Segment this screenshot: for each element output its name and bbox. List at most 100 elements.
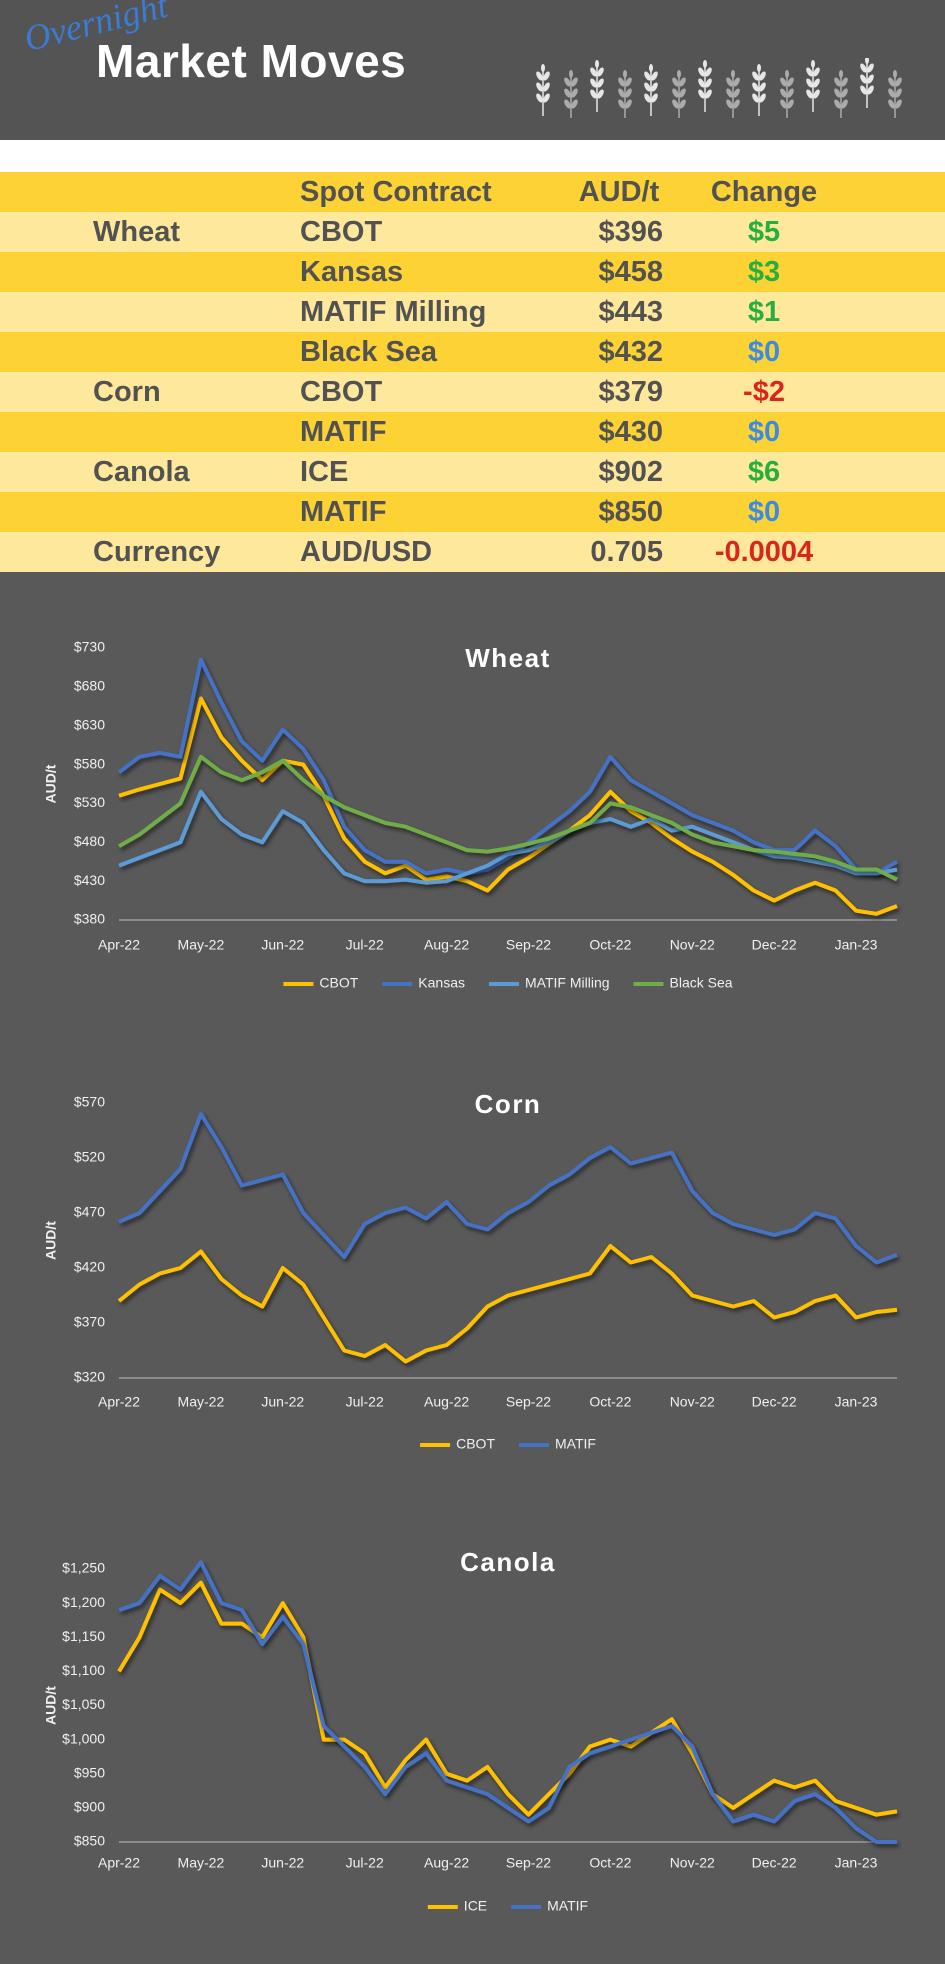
x-tick-label: Nov-22 xyxy=(670,1394,715,1410)
contract: CBOT xyxy=(300,376,383,408)
y-tick-label: $1,100 xyxy=(62,1662,105,1678)
y-tick-label: $430 xyxy=(74,872,105,888)
x-tick-label: Jan-23 xyxy=(835,937,878,953)
y-tick-label: $320 xyxy=(74,1369,105,1385)
x-tick-label: Jul-22 xyxy=(346,937,384,953)
price-table: Spot Contract AUD/t Change Wheat CBOT $396 $5 K… xyxy=(0,172,945,572)
change: $0 xyxy=(747,496,781,528)
table-row: Corn CBOT $379 -$2 xyxy=(0,372,945,412)
table-row: MATIF Milling $443 $1 xyxy=(0,292,945,332)
price: $443 xyxy=(598,296,663,328)
x-tick-label: Apr-22 xyxy=(98,1855,140,1871)
contract: CBOT xyxy=(300,216,383,248)
table-row: Canola ICE $902 $6 xyxy=(0,452,945,492)
legend: CBOT MATIF xyxy=(420,1436,596,1452)
x-tick-label: Oct-22 xyxy=(589,1855,631,1871)
x-tick-label: Jan-23 xyxy=(835,1855,878,1871)
series-line xyxy=(118,696,898,916)
y-tick-label: $1,200 xyxy=(62,1594,105,1610)
legend-label: CBOT xyxy=(456,1436,495,1452)
x-tick-label: May-22 xyxy=(178,1394,225,1410)
y-tick-label: $520 xyxy=(74,1149,105,1165)
y-tick-label: $480 xyxy=(74,833,105,849)
x-tick-label: May-22 xyxy=(178,1855,225,1871)
price: $850 xyxy=(598,496,663,528)
x-tick-label: Apr-22 xyxy=(98,937,140,953)
x-tick-label: Nov-22 xyxy=(670,937,715,953)
x-tick-label: Aug-22 xyxy=(424,1394,469,1410)
y-tick-label: $630 xyxy=(74,716,105,732)
y-tick-label: $370 xyxy=(74,1314,105,1330)
price: $379 xyxy=(598,376,663,408)
contract: MATIF xyxy=(300,416,387,448)
legend-label: MATIF Milling xyxy=(525,975,610,991)
chart-title: Canola xyxy=(460,1547,556,1577)
legend-label: ICE xyxy=(464,1898,487,1914)
x-tick-label: Dec-22 xyxy=(752,937,797,953)
price: $396 xyxy=(598,216,663,248)
series-line xyxy=(117,657,898,876)
x-tick-label: Sep-22 xyxy=(506,1394,551,1410)
contract: MATIF xyxy=(300,496,387,528)
y-axis-title: AUD/t xyxy=(43,764,59,803)
y-tick-label: $730 xyxy=(74,639,105,655)
commodity: Canola xyxy=(93,456,190,488)
x-tick-label: Dec-22 xyxy=(752,1855,797,1871)
y-tick-label: $1,150 xyxy=(62,1628,105,1644)
series-line xyxy=(118,789,898,885)
series-line xyxy=(117,1244,898,1364)
x-tick-label: Jun-22 xyxy=(261,937,304,953)
x-tick-label: Jun-22 xyxy=(261,1394,304,1410)
x-tick-label: Jul-22 xyxy=(346,1855,384,1871)
column-header: Spot Contract xyxy=(300,176,492,208)
series-line xyxy=(118,1560,897,1844)
commodity: Currency xyxy=(93,536,221,568)
price: $458 xyxy=(598,256,663,288)
y-tick-label: $580 xyxy=(74,755,105,771)
y-axis-title: AUD/t xyxy=(43,1221,59,1260)
legend: CBOT Kansas MATIF Milling Black Sea xyxy=(283,975,733,991)
series-line xyxy=(118,754,898,882)
page-title: Market Moves xyxy=(96,35,407,87)
contract: ICE xyxy=(300,456,349,488)
change: $3 xyxy=(747,256,781,288)
y-tick-label: $1,000 xyxy=(62,1730,105,1746)
legend-label: Kansas xyxy=(418,975,465,991)
charts: Wheat AUD/t $380 $430 $480 $530 $580 $630 $680 $7… xyxy=(43,639,898,1914)
column-header: Change xyxy=(710,176,818,208)
x-tick-label: May-22 xyxy=(178,937,225,953)
series-line xyxy=(117,1580,898,1817)
contract: MATIF Milling xyxy=(300,296,487,328)
x-tick-label: Sep-22 xyxy=(506,937,551,953)
chart-title: Wheat xyxy=(465,643,551,673)
table-row: Currency AUD/USD 0.705 -0.0004 xyxy=(0,532,945,572)
x-tick-label: Sep-22 xyxy=(506,1855,551,1871)
x-tick-label: Jun-22 xyxy=(261,1855,304,1871)
change: $0 xyxy=(747,336,781,368)
change: $5 xyxy=(747,216,781,248)
header: Overnight Market Moves xyxy=(0,0,945,140)
column-header: AUD/t xyxy=(578,176,660,208)
y-tick-label: $850 xyxy=(74,1833,105,1849)
contract: Black Sea xyxy=(300,336,438,368)
y-tick-label: $680 xyxy=(74,678,105,694)
y-tick-label: $950 xyxy=(74,1764,105,1780)
table-row: Wheat CBOT $396 $5 xyxy=(0,212,945,252)
x-tick-label: Dec-22 xyxy=(752,1394,797,1410)
change: $1 xyxy=(747,296,781,328)
table-row: MATIF $430 $0 xyxy=(0,412,945,452)
legend-label: Black Sea xyxy=(670,975,733,991)
x-tick-label: Jul-22 xyxy=(346,1394,384,1410)
x-tick-label: Jan-23 xyxy=(835,1394,878,1410)
series-line xyxy=(118,1112,898,1265)
change: -0.0004 xyxy=(714,536,814,568)
table-row: Black Sea $432 $0 xyxy=(0,332,945,372)
contract: Kansas xyxy=(300,256,404,288)
table-header-row: Spot Contract AUD/t Change xyxy=(0,172,945,212)
x-tick-label: Nov-22 xyxy=(670,1855,715,1871)
y-tick-label: $570 xyxy=(74,1094,105,1110)
y-tick-label: $470 xyxy=(74,1204,105,1220)
change: $6 xyxy=(747,456,781,488)
y-tick-label: $380 xyxy=(74,911,105,927)
